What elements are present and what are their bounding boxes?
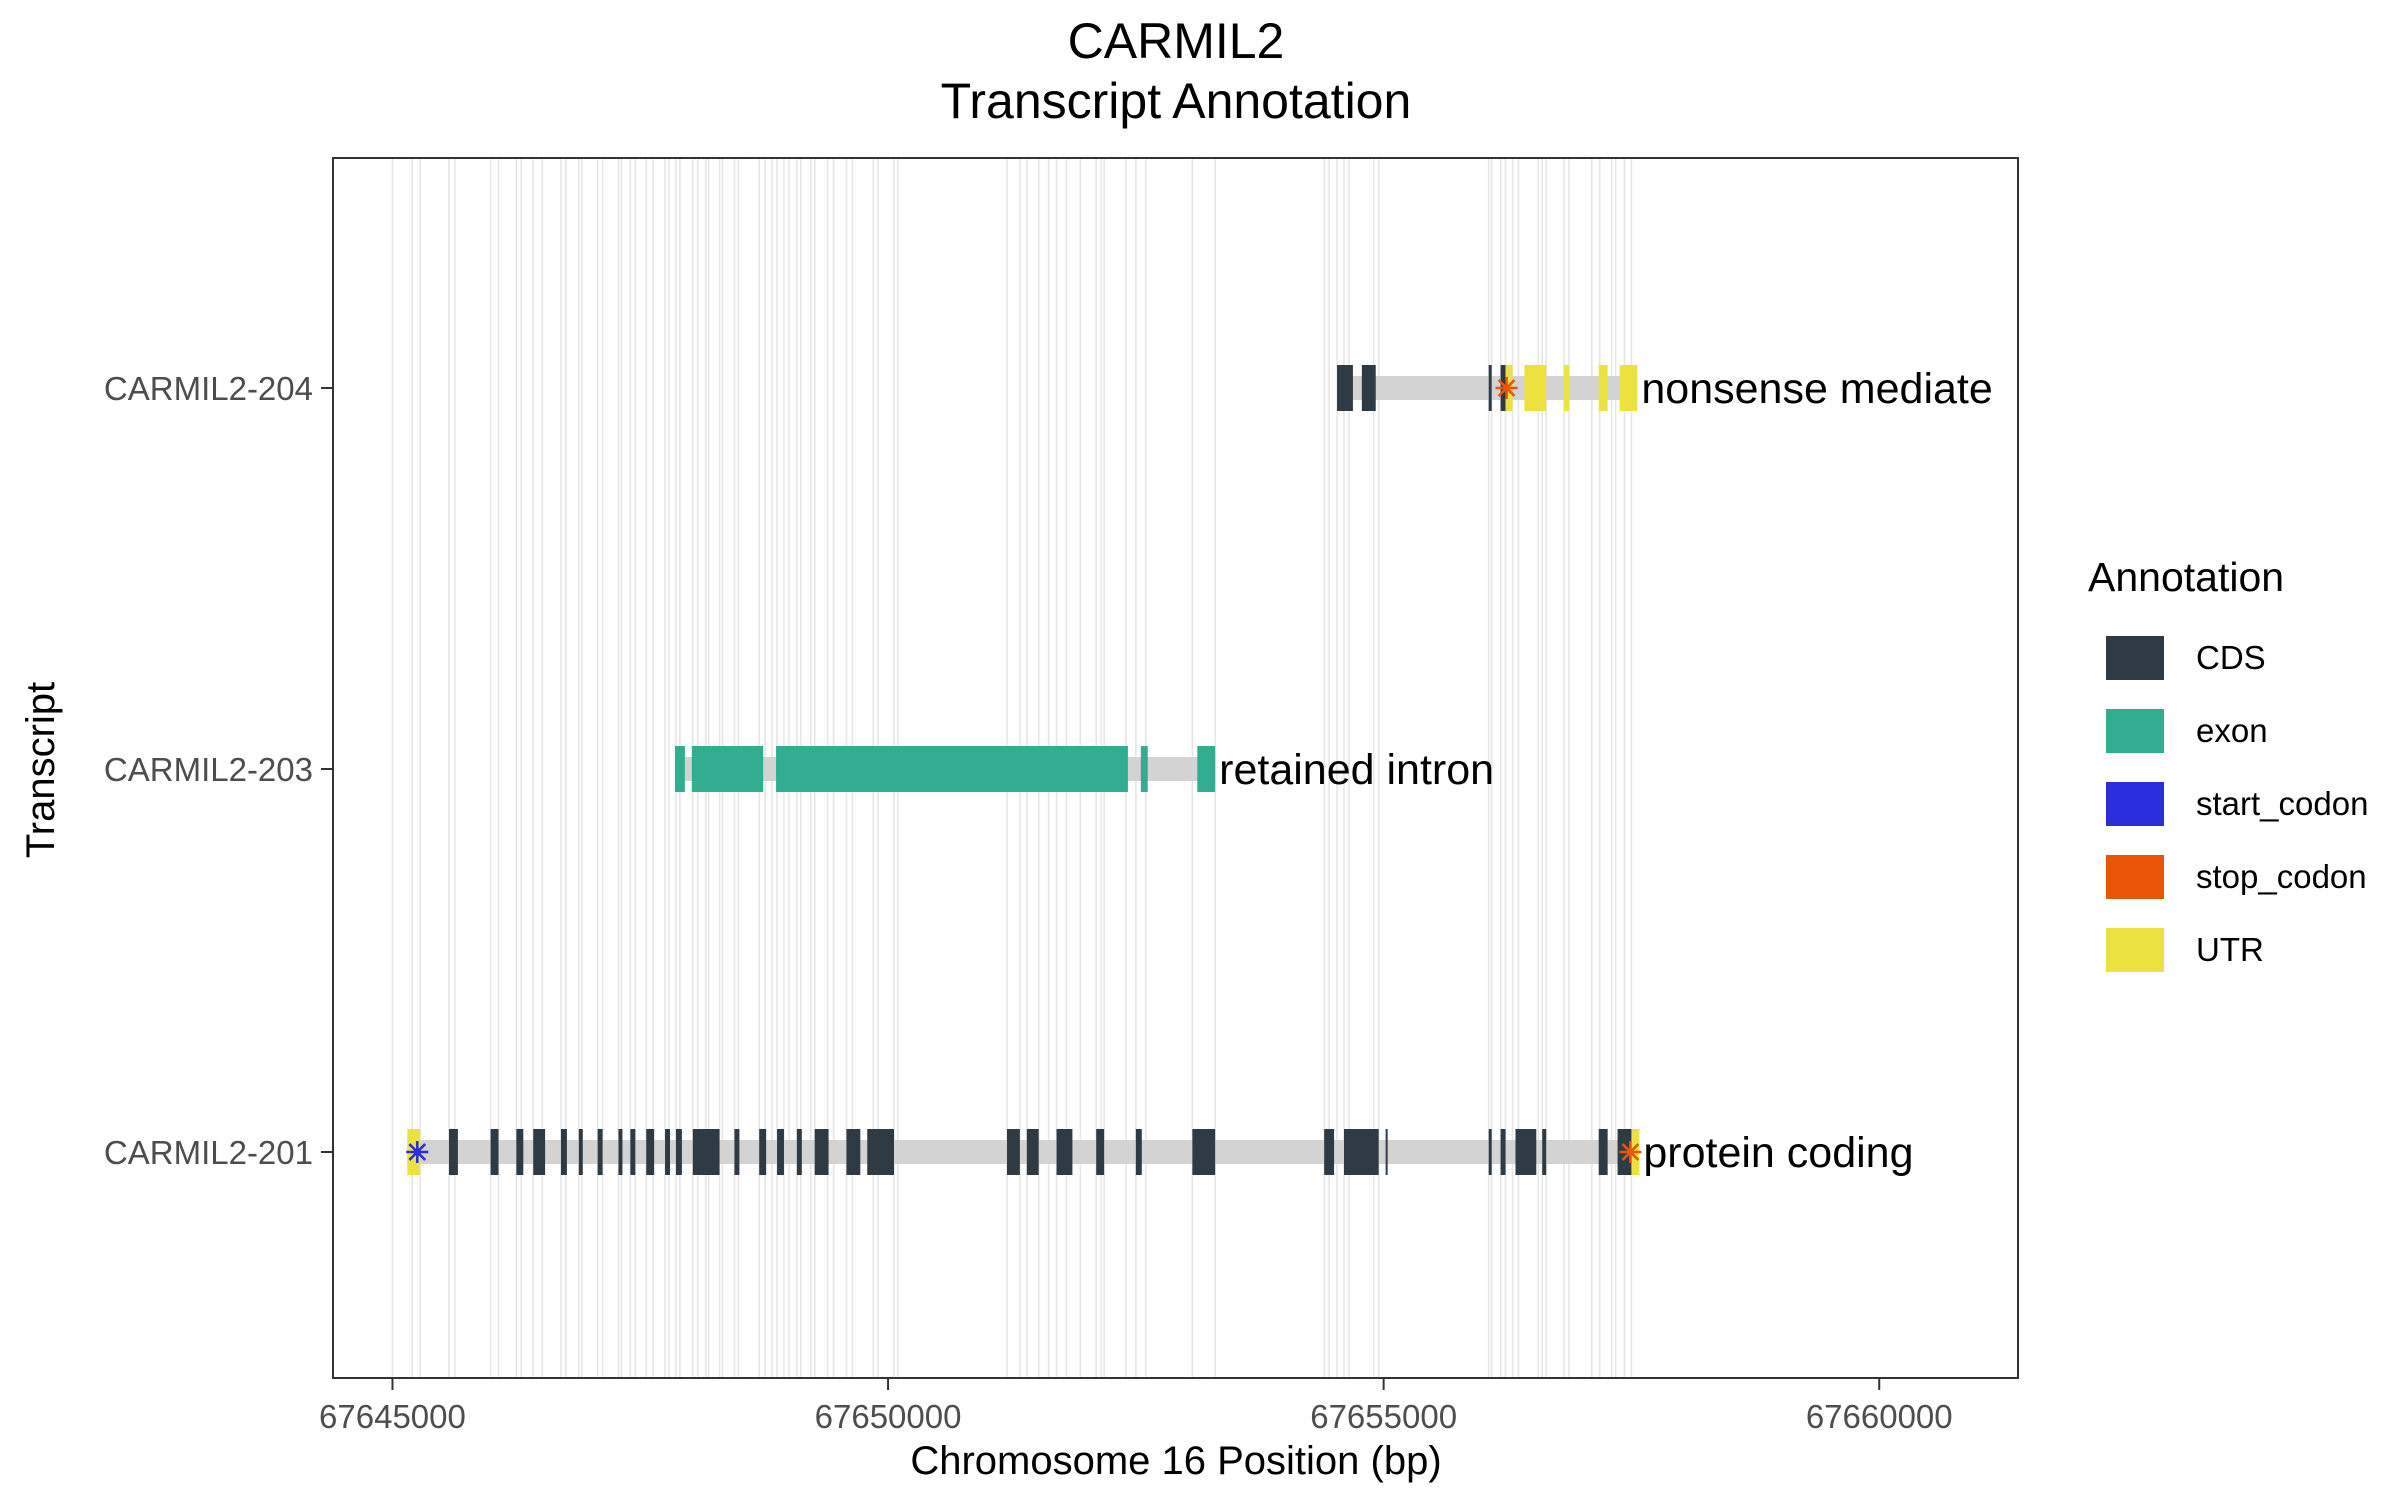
cds-block	[597, 1129, 603, 1175]
cds-block	[1515, 1129, 1537, 1175]
legend-swatch	[2106, 709, 2164, 753]
exon-block	[1197, 746, 1216, 792]
y-tick-label: CARMIL2-204	[104, 370, 313, 407]
x-tick-label: 67645000	[319, 1398, 466, 1435]
exon-block	[674, 746, 685, 792]
x-tick-label: 67655000	[1310, 1398, 1457, 1435]
legend-swatch	[2106, 855, 2164, 899]
cds-block	[1488, 1129, 1492, 1175]
cds-block	[560, 1129, 567, 1175]
legend-label: exon	[2196, 712, 2268, 749]
transcript-track: protein coding	[406, 1129, 1914, 1177]
cds-block	[796, 1129, 802, 1175]
legend-label: UTR	[2196, 931, 2264, 968]
marker-stroke	[1497, 379, 1516, 397]
exon-block	[776, 746, 1128, 792]
legend-swatch	[2106, 782, 2164, 826]
cds-block	[1344, 1129, 1379, 1175]
cds-block	[1096, 1129, 1105, 1175]
cds-block	[1337, 365, 1353, 411]
legend-swatch	[2106, 636, 2164, 680]
cds-block	[1542, 1129, 1547, 1175]
utr-block	[1619, 365, 1638, 411]
y-tick-label: CARMIL2-203	[104, 751, 313, 788]
cds-block	[867, 1129, 895, 1175]
start-codon-marker	[406, 1141, 429, 1163]
cds-block	[533, 1129, 546, 1175]
marker-stroke	[1621, 1143, 1640, 1161]
cds-block	[734, 1129, 740, 1175]
marker-stroke	[408, 1143, 427, 1161]
cds-block	[846, 1129, 861, 1175]
transcript-biotype-label: retained intron	[1219, 746, 1494, 794]
legend-title: Annotation	[2088, 554, 2284, 600]
cds-block	[516, 1129, 524, 1175]
utr-block	[1564, 365, 1569, 411]
cds-block	[1361, 365, 1376, 411]
transcript-biotype-label: nonsense mediate	[1641, 365, 1992, 413]
x-tick-label: 67650000	[815, 1398, 962, 1435]
transcript-biotype-label: protein coding	[1643, 1129, 1913, 1177]
exon-block	[691, 746, 764, 792]
cds-block	[814, 1129, 829, 1175]
cds-block	[1192, 1129, 1216, 1175]
transcript-track: nonsense mediate	[1337, 365, 1993, 413]
cds-block	[665, 1129, 670, 1175]
stop-codon-marker	[1495, 377, 1518, 399]
intron-line	[1337, 376, 1638, 400]
cds-block	[1488, 365, 1492, 411]
cds-block	[759, 1129, 767, 1175]
cds-block	[646, 1129, 655, 1175]
plot-panel-border	[332, 157, 2019, 1379]
x-axis-label: Chromosome 16 Position (bp)	[910, 1439, 1441, 1483]
cds-block	[578, 1129, 583, 1175]
cds-block	[1056, 1129, 1073, 1175]
legend: CDS exon start_codon stop_codon UTR	[2106, 636, 2368, 972]
cds-block	[1500, 1129, 1506, 1175]
y-tick-label: CARMIL2-201	[104, 1134, 313, 1171]
cds-block	[448, 1129, 458, 1175]
cds-block	[490, 1129, 499, 1175]
exon-block	[1140, 746, 1148, 792]
cds-block	[1324, 1129, 1335, 1175]
cds-block	[1007, 1129, 1020, 1175]
cds-block	[1135, 1129, 1142, 1175]
cds-block	[1026, 1129, 1039, 1175]
cds-block	[692, 1129, 720, 1175]
cds-block	[675, 1129, 682, 1175]
y-axis-label: Transcript	[19, 682, 63, 858]
intron-line	[407, 1140, 1640, 1164]
cds-block	[777, 1129, 784, 1175]
utr-block	[1598, 365, 1608, 411]
legend-label: CDS	[2196, 639, 2266, 676]
cds-block	[618, 1129, 623, 1175]
transcript-track: retained intron	[674, 746, 1494, 794]
legend-label: start_codon	[2196, 785, 2368, 822]
stop-codon-marker	[1619, 1141, 1642, 1163]
chart-title-line1: CARMIL2	[1068, 13, 1285, 69]
legend-swatch	[2106, 928, 2164, 972]
cds-block	[1385, 1129, 1388, 1175]
chart-title-line2: Transcript Annotation	[941, 73, 1412, 129]
x-tick-label: 67660000	[1806, 1398, 1953, 1435]
cds-block	[630, 1129, 636, 1175]
legend-label: stop_codon	[2196, 858, 2367, 895]
utr-block	[1524, 365, 1547, 411]
cds-block	[1598, 1129, 1608, 1175]
